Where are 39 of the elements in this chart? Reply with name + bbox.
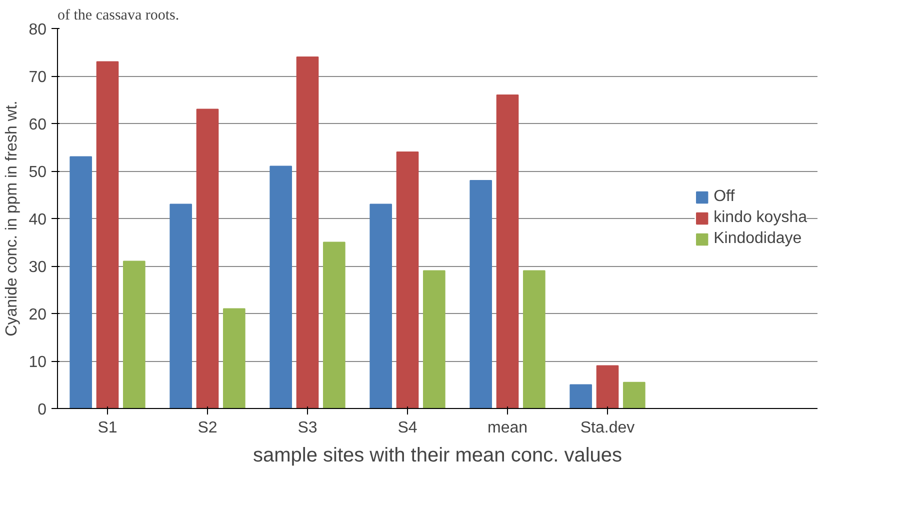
bar [270, 166, 292, 408]
legend-label: kindo koysha [714, 209, 807, 227]
bar [396, 152, 419, 408]
bar [523, 270, 546, 408]
x-tick-label: Sta.dev [580, 420, 635, 436]
bar [223, 308, 246, 408]
legend-label: Off [714, 188, 735, 206]
x-tick-label: mean [487, 420, 528, 436]
y-tick-label: 0 [38, 402, 47, 418]
y-tick-label: 10 [28, 354, 47, 371]
bar [296, 56, 319, 408]
bar [170, 204, 192, 408]
y-tick-label: 60 [28, 116, 47, 134]
bar [570, 384, 592, 408]
bar [623, 382, 646, 408]
y-tick-label: 20 [28, 306, 47, 324]
x-tick-label: S3 [298, 420, 318, 436]
y-tick-label: 40 [28, 212, 47, 228]
y-axis-title: Cyanide conc. in ppm in fresh wt. [4, 100, 21, 336]
x-tick-label: S2 [198, 420, 218, 436]
bar [196, 108, 219, 408]
x-tick-label: S4 [398, 420, 418, 436]
y-tick-label: 50 [28, 164, 47, 181]
bar [470, 180, 492, 408]
x-tick-label: S1 [98, 420, 118, 436]
bar [596, 365, 619, 408]
bar [123, 260, 146, 408]
x-axis-title: sample sites with their mean conc. values [252, 444, 622, 466]
bar [370, 204, 392, 408]
bar [496, 94, 519, 408]
bar [323, 242, 346, 408]
y-tick-label: 30 [28, 259, 47, 276]
bar [96, 61, 119, 408]
y-tick-label: 80 [28, 22, 47, 38]
bar [423, 270, 446, 408]
text: of the cassava roots. [58, 8, 180, 24]
bar [70, 156, 92, 408]
legend-label: Kindodidaye [714, 230, 802, 248]
y-tick-label: 70 [28, 69, 47, 86]
